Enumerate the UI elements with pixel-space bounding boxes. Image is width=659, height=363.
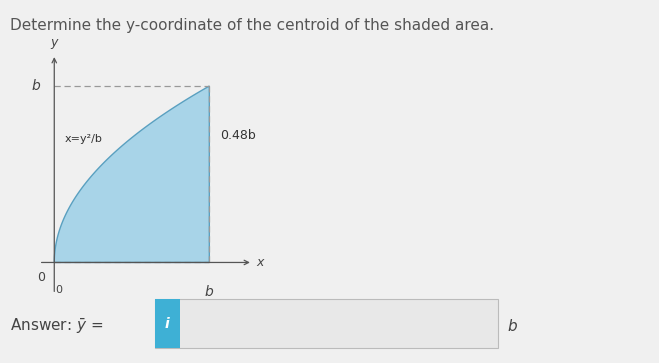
- Text: i: i: [165, 317, 170, 331]
- Text: 0: 0: [55, 285, 63, 295]
- Text: 0: 0: [37, 271, 45, 284]
- Text: y: y: [51, 36, 58, 49]
- Polygon shape: [54, 86, 210, 262]
- Text: Determine the y-coordinate of the centroid of the shaded area.: Determine the y-coordinate of the centro…: [10, 18, 494, 33]
- Text: b: b: [205, 285, 214, 299]
- Text: Answer: $\bar{y}$ =: Answer: $\bar{y}$ =: [10, 317, 103, 336]
- Text: x=y²/b: x=y²/b: [65, 134, 103, 144]
- Text: b: b: [32, 79, 40, 93]
- Text: b: b: [507, 319, 517, 334]
- Text: 0.48b: 0.48b: [220, 129, 256, 142]
- Text: x: x: [256, 256, 263, 269]
